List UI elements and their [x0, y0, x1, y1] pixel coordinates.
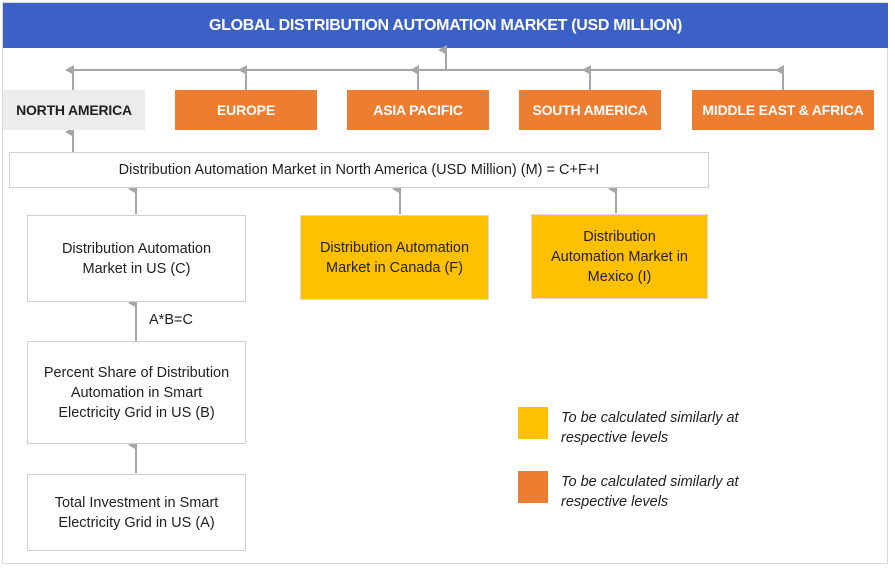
canada-market-box: Distribution Automation Market in Canada… [300, 215, 489, 300]
region-south-america: SOUTH AMERICA [519, 90, 661, 130]
mexico-market-box: Distribution Automation Market in Mexico… [531, 214, 708, 299]
legend-swatch-orange [518, 471, 548, 503]
diagram-frame [2, 2, 888, 564]
north-america-total-box: Distribution Automation Market in North … [9, 152, 709, 188]
legend-text-orange: To be calculated similarly at respective… [561, 474, 739, 510]
region-north-america: NORTH AMERICA [3, 90, 145, 130]
legend-swatch-yellow [518, 407, 548, 439]
us-market-box: Distribution Automation Market in US (C) [27, 215, 246, 302]
region-asia-pacific: ASIA PACIFIC [347, 90, 489, 130]
region-europe: EUROPE [175, 90, 317, 130]
legend-text-yellow: To be calculated similarly at respective… [561, 410, 739, 446]
diagram-title: GLOBAL DISTRIBUTION AUTOMATION MARKET (U… [3, 3, 888, 48]
formula-label: A*B=C [149, 312, 193, 328]
region-middle-east-africa: MIDDLE EAST & AFRICA [692, 90, 874, 130]
percent-share-box: Percent Share of Distribution Automation… [27, 341, 246, 444]
total-investment-box: Total Investment in Smart Electricity Gr… [27, 474, 246, 551]
